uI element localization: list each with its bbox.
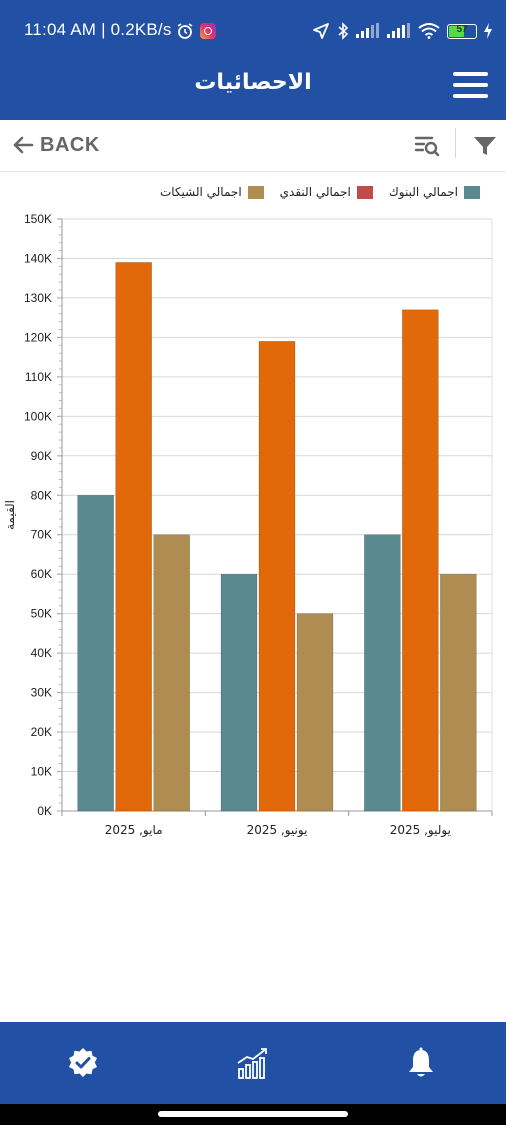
status-right-icons: 57: [312, 22, 492, 40]
bar-2-2: [440, 573, 477, 812]
y-tick-label: 150K: [24, 212, 52, 226]
legend-item: اجمالي البنوك: [389, 185, 480, 199]
battery-icon: 57: [447, 23, 477, 39]
y-tick-label: 110K: [25, 370, 52, 384]
legend-label: اجمالي البنوك: [388, 185, 458, 199]
status-left-icons: [176, 22, 216, 40]
y-tick-label: 40K: [31, 646, 52, 660]
y-tick-label: 90K: [31, 449, 52, 463]
legend-swatch: [356, 185, 373, 199]
bar-0-2: [153, 534, 190, 812]
menu-bar: [453, 72, 488, 76]
signal-1-icon: [356, 23, 379, 38]
bar-1-2: [296, 613, 334, 812]
nav-notifications-button[interactable]: [398, 1040, 444, 1086]
bar-0-1: [115, 262, 152, 812]
y-tick-label: 0K: [37, 804, 52, 818]
search-list-icon: [414, 136, 440, 157]
y-tick-label: 30K: [31, 686, 52, 700]
bar-2-1: [402, 309, 439, 812]
status-time: 11:04 AM | 0.2KB/s: [24, 20, 172, 39]
legend-item: اجمالي الشيكات: [160, 185, 264, 199]
chart-area: 0K 10K 20K 30K 40K 50K 60K 70K 80K 90K 100K 110K 120…: [0, 172, 506, 852]
status-bar: 11:04 AM | 0.2KB/s: [0, 0, 506, 62]
bottom-navigation: [0, 1022, 506, 1104]
nav-statistics-button[interactable]: [230, 1040, 276, 1086]
chart-legend: اجمالي البنوك اجمالي النقدي اجمالي الشيك…: [160, 185, 480, 199]
location-arrow-icon: [313, 23, 329, 39]
back-label: BACK: [40, 133, 100, 156]
bar-chart: 0K 10K 20K 30K 40K 50K 60K 70K 80K 90K 100K 110K 120…: [3, 212, 493, 838]
x-tick-label: مايو, 2025: [105, 823, 163, 838]
verified-badge-icon: [69, 1048, 97, 1077]
signal-2-icon: [387, 23, 410, 38]
y-tick-label: 10K: [31, 765, 52, 779]
y-tick-label: 120K: [24, 330, 52, 344]
bar-0-0: [77, 494, 114, 812]
x-tick-label: يونيو, 2025: [247, 823, 308, 838]
y-tick-label: 140K: [24, 251, 52, 265]
charging-bolt-icon: [484, 23, 492, 39]
filter-icon: [474, 137, 496, 155]
page-title: الاحصائيات: [194, 70, 312, 95]
y-tick-label: 80K: [31, 488, 52, 502]
legend-label: اجمالي الشيكات: [159, 185, 242, 199]
bell-icon: [409, 1047, 433, 1077]
y-tick-label: 20K: [31, 725, 52, 739]
y-tick-label: 60K: [31, 567, 52, 581]
battery-level: 57: [456, 23, 468, 35]
y-tick-label: 130K: [24, 291, 52, 305]
y-axis-label: القيمة: [3, 500, 17, 530]
top-bar: [0, 0, 506, 120]
menu-bar: [453, 83, 488, 87]
back-button[interactable]: BACK: [12, 130, 100, 160]
legend-swatch: [464, 185, 480, 199]
bar-1-0: [220, 573, 258, 812]
toolbar-divider: [455, 128, 456, 158]
search-list-button[interactable]: [412, 130, 442, 160]
nav-approvals-button[interactable]: [60, 1040, 106, 1086]
legend-swatch: [247, 185, 264, 199]
alarm-icon: [177, 23, 193, 39]
y-tick-label: 100K: [24, 409, 52, 423]
arrow-left-icon: [13, 136, 34, 154]
legend-item: اجمالي النقدي: [280, 185, 373, 199]
bar-1-1: [258, 341, 296, 812]
menu-bar: [453, 94, 488, 98]
instagram-icon: [200, 23, 216, 39]
bar-growth-icon: [237, 1048, 267, 1079]
toolbar: BACK: [0, 120, 506, 172]
filter-button[interactable]: [470, 130, 500, 160]
y-tick-label: 50K: [31, 607, 52, 621]
menu-button[interactable]: [453, 72, 488, 98]
legend-label: اجمالي النقدي: [279, 185, 351, 199]
wifi-icon: [418, 23, 440, 39]
battery-fill: [449, 25, 464, 37]
bar-2-0: [364, 534, 401, 812]
home-indicator[interactable]: [158, 1111, 348, 1117]
x-tick-label: يوليو, 2025: [390, 823, 451, 838]
bluetooth-icon: [338, 22, 349, 40]
y-tick-label: 70K: [31, 528, 52, 542]
